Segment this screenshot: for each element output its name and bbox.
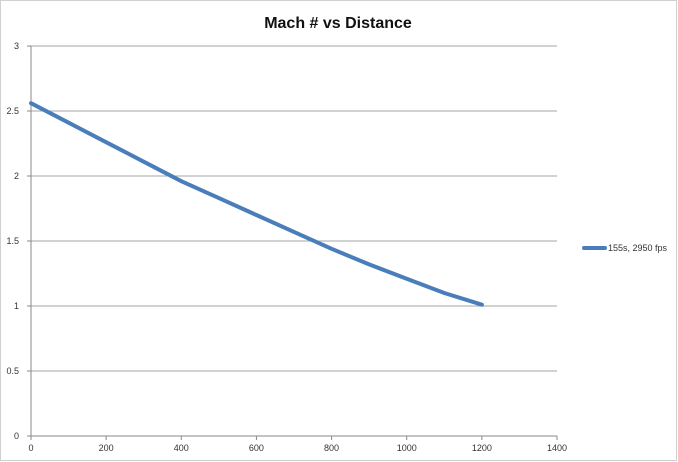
x-tick-label: 400 — [174, 443, 189, 453]
y-tick-label: 2.5 — [6, 106, 19, 116]
legend-label: 155s, 2950 fps — [608, 243, 668, 253]
x-tick-label: 1400 — [547, 443, 567, 453]
y-tick-label: 2 — [14, 171, 19, 181]
x-tick-label: 800 — [324, 443, 339, 453]
plot-area — [29, 101, 484, 307]
x-tick-label: 200 — [99, 443, 114, 453]
x-tick-label: 1000 — [397, 443, 417, 453]
y-tick-label: 3 — [14, 41, 19, 51]
legend: 155s, 2950 fps — [582, 243, 668, 253]
x-tick-label: 1200 — [472, 443, 492, 453]
series-line — [29, 101, 484, 307]
y-tick-label: 1 — [14, 301, 19, 311]
gridlines — [31, 45, 557, 372]
y-tick-label: 0 — [14, 431, 19, 441]
x-tick-labels: 0 200 400 600 800 1000 1200 1400 — [28, 443, 567, 453]
y-tick-label: 1.5 — [6, 236, 19, 246]
y-tick-label: 0.5 — [6, 366, 19, 376]
y-tick-labels: 0 0.5 1 1.5 2 2.5 3 — [6, 41, 19, 441]
axes — [27, 45, 558, 440]
chart-title: Mach # vs Distance — [264, 15, 412, 32]
x-tick-label: 0 — [28, 443, 33, 453]
x-tick-label: 600 — [249, 443, 264, 453]
